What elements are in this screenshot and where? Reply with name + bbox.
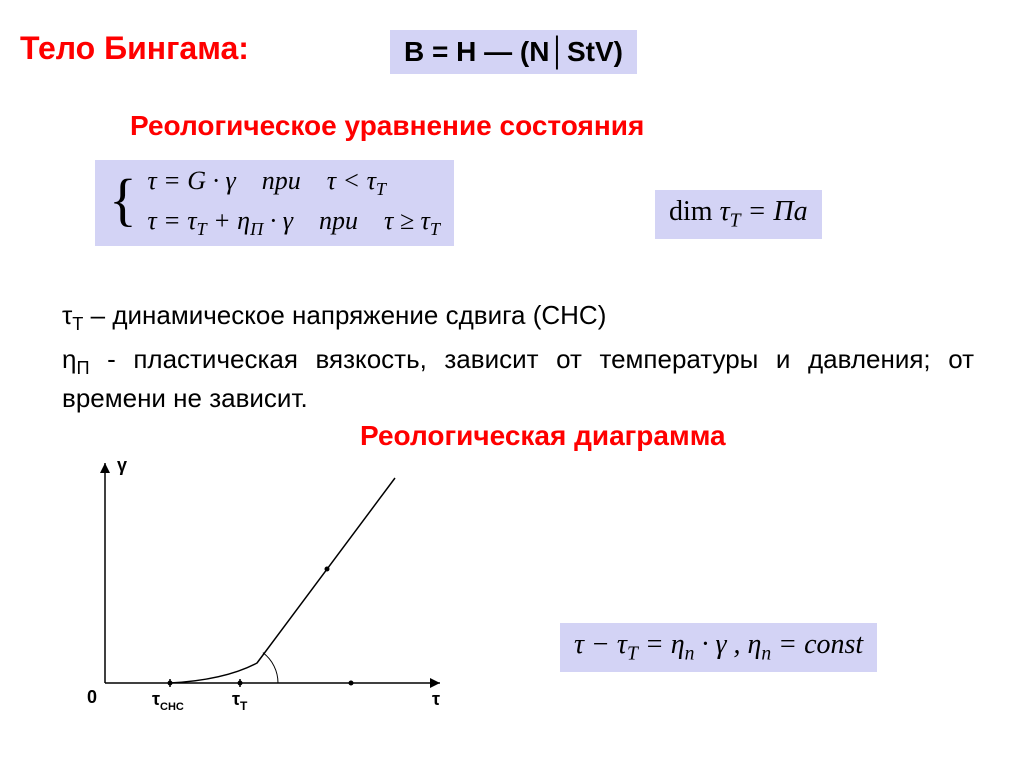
svg-text:τ: τ (432, 689, 440, 709)
page-title: Тело Бингама: (20, 30, 249, 66)
definition-tau-t: τT – динамическое напряжение сдвига (СНС… (62, 300, 984, 335)
svg-text:τСНС: τСНС (152, 689, 184, 713)
formula-box-top: B = H — (N│StV) (390, 30, 637, 74)
formula-top-text: B = H — (N│StV) (404, 36, 623, 67)
equation-case-2: τ = τT + ηП · γ при τ ≥ τT (147, 206, 440, 240)
definition-eta-p: ηП - пластическая вязкость, зависит от т… (62, 342, 974, 416)
svg-text:γ: γ (117, 455, 127, 475)
svg-text:0: 0 (87, 687, 97, 707)
equation-case-1: τ = G · γ при τ < τT (147, 166, 440, 200)
equation-bottom-box: τ − τT = ηn · γ , ηn = const (560, 623, 877, 672)
equation-cases-box: { τ = G · γ при τ < τT τ = τT + ηП · γ п… (95, 160, 454, 246)
section1-heading: Реологическое уравнение состояния (130, 110, 644, 142)
svg-text:τT: τT (232, 689, 248, 713)
equation-dim-box: dim τT = Па (655, 190, 822, 239)
rheology-diagram: γ τ 0 τСНС τT (65, 448, 450, 718)
